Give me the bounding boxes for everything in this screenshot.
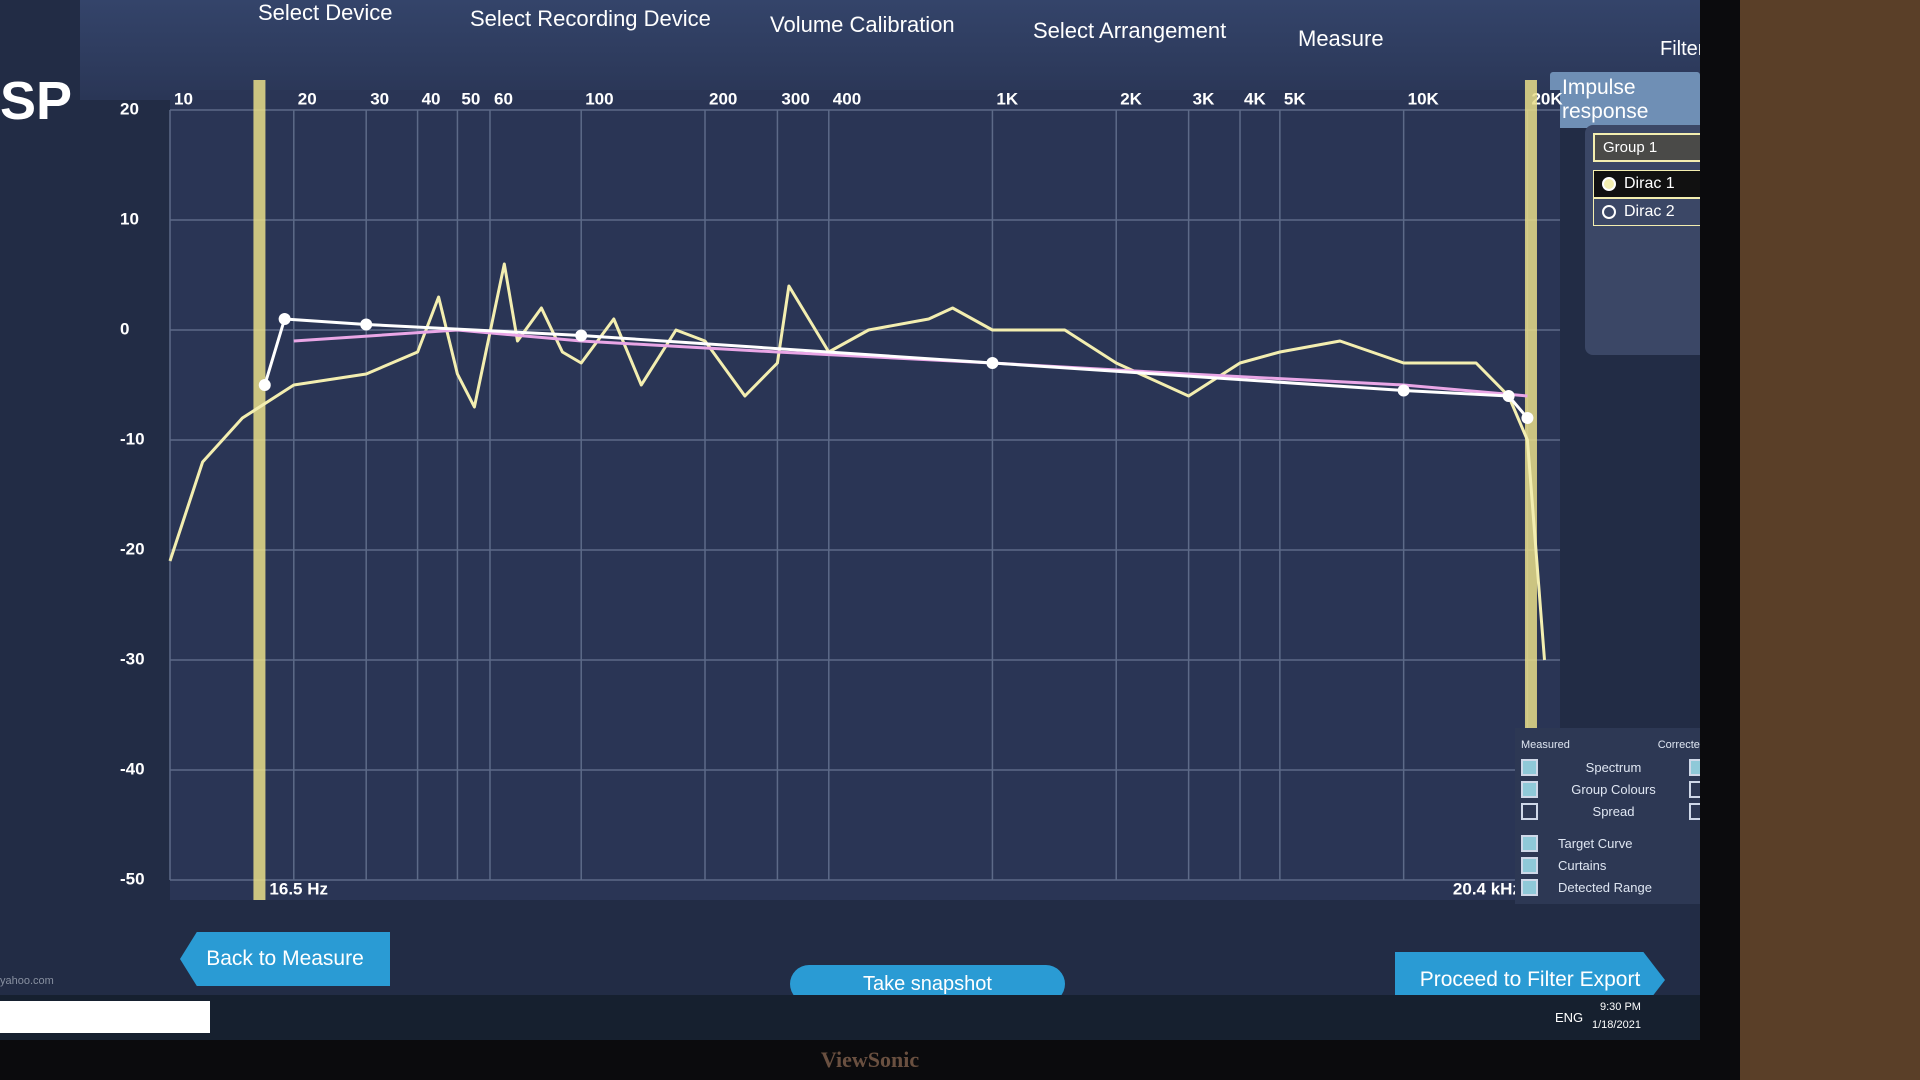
y-tick-label: 20: [120, 99, 139, 118]
x-tick-label: 40: [422, 89, 441, 108]
clock-time: 9:30 PM: [1600, 1001, 1641, 1013]
impulse-response-button[interactable]: Impulse response: [1550, 72, 1700, 128]
option-row: Spread: [1521, 800, 1700, 822]
nav-step[interactable]: Select Arrangement: [1033, 18, 1227, 43]
checkbox[interactable]: [1521, 780, 1538, 798]
screen: Select Device Select Recording Device Vo…: [0, 0, 1700, 1040]
x-tick-label: 10K: [1408, 89, 1440, 108]
group-item-name: Dirac 2: [1624, 203, 1675, 220]
target-point: [1521, 412, 1534, 424]
option-row: Curtains: [1521, 854, 1700, 876]
corrected-header: Corrected: [1657, 739, 1700, 751]
url-text: yahoo.com: [0, 975, 54, 987]
search-box[interactable]: [0, 1001, 210, 1033]
series-line: [168, 262, 1546, 661]
group-item[interactable]: Dirac 2: [1593, 198, 1700, 226]
frequency-chart: 10 20 30 40 50 60 100 200 300 400 1K 2K 3K 4K 5K 10K 20K…: [120, 80, 1563, 900]
radio: [1602, 205, 1616, 219]
series-line: [293, 328, 1528, 398]
target-point: [360, 318, 373, 331]
checkbox[interactable]: [1688, 758, 1700, 776]
monitor-bezel-bottom: ViewSonic: [0, 1040, 1740, 1080]
x-tick-label: 10: [174, 89, 193, 108]
y-tick-label: -50: [120, 869, 145, 888]
x-tick-label: 400: [833, 89, 861, 108]
target-point: [278, 313, 291, 325]
option-label: Curtains: [1558, 857, 1607, 873]
x-tick-label: 300: [781, 89, 809, 108]
target-point: [575, 329, 588, 342]
option-label: Spectrum: [1585, 759, 1642, 775]
radio: [1602, 177, 1616, 191]
group-item[interactable]: Dirac 1: [1593, 170, 1700, 198]
option-row: Group Colours: [1521, 778, 1700, 800]
plot-area: [170, 90, 1560, 900]
nav-bar: Select Device Select Recording Device Vo…: [80, 0, 1700, 128]
display-options: Measured Corrected Spectrum Group Colours S…: [1515, 728, 1700, 904]
option-label: Group Colours: [1571, 781, 1656, 797]
curtain-label: 20.4 kHz: [1453, 879, 1521, 898]
checkbox[interactable]: [1688, 780, 1700, 798]
curtain-label: 16.5 Hz: [269, 879, 328, 898]
x-tick-label: 60: [494, 89, 513, 108]
nav-step[interactable]: Measure: [1298, 26, 1384, 51]
y-tick-label: -20: [120, 539, 145, 558]
checkbox[interactable]: [1521, 834, 1538, 852]
target-point: [258, 379, 271, 391]
x-tick-label: 200: [709, 89, 737, 108]
group-title[interactable]: Group 1: [1593, 133, 1700, 162]
target-point: [1502, 390, 1515, 402]
y-tick-label: -10: [120, 429, 145, 448]
language: ENG: [1555, 1010, 1584, 1025]
series-line: [263, 317, 1529, 419]
checkbox[interactable]: [1521, 758, 1538, 776]
curtain: [253, 80, 266, 900]
nav-step[interactable]: Select Recording Device: [470, 6, 711, 31]
option-row: Target Curve: [1521, 832, 1700, 854]
x-tick-label: 20K: [1531, 89, 1563, 108]
x-tick-label: 100: [585, 89, 613, 108]
option-label: Detected Range: [1558, 879, 1652, 895]
y-tick-label: -40: [120, 759, 145, 778]
y-tick-label: 0: [120, 319, 129, 338]
y-tick-label: 10: [120, 209, 139, 228]
option-row: Detected Range: [1521, 876, 1700, 898]
option-row: Spectrum: [1521, 756, 1700, 778]
group-item-name: Dirac 1: [1624, 175, 1675, 192]
checkbox[interactable]: [1521, 802, 1538, 820]
x-tick-label: 1K: [996, 89, 1018, 108]
clock-date: 1/18/2021: [1592, 1019, 1641, 1031]
x-tick-label: 50: [461, 89, 480, 108]
x-tick-label: 30: [370, 89, 389, 108]
x-tick-label: 3K: [1193, 89, 1215, 108]
x-tick-label: 2K: [1120, 89, 1142, 108]
nav-step[interactable]: Filter Export: [1660, 38, 1700, 60]
option-label: Target Curve: [1558, 835, 1633, 851]
x-tick-label: 5K: [1284, 89, 1306, 108]
checkbox[interactable]: [1521, 856, 1538, 874]
target-point: [986, 357, 999, 369]
x-tick-label: 20: [298, 89, 317, 108]
option-label: Spread: [1592, 803, 1635, 819]
logo: SP: [0, 71, 73, 131]
nav-step[interactable]: Select Device: [258, 0, 393, 25]
spacer: [1521, 822, 1700, 832]
target-point: [1397, 384, 1410, 397]
nav-step[interactable]: Volume Calibration: [770, 12, 955, 37]
y-tick-label: -30: [120, 649, 145, 668]
back-button[interactable]: Back to Measure: [180, 932, 390, 986]
checkbox[interactable]: [1521, 878, 1538, 896]
x-tick-label: 4K: [1244, 89, 1266, 108]
taskbar: ENG 9:30 PM 1/18/2021: [0, 995, 1700, 1040]
monitor-bezel: [1700, 0, 1740, 1080]
measured-header: Measured: [1521, 739, 1570, 751]
checkbox[interactable]: [1688, 802, 1700, 820]
group-panel: Group 1 Dirac 1 Dirac 2: [1585, 125, 1700, 355]
